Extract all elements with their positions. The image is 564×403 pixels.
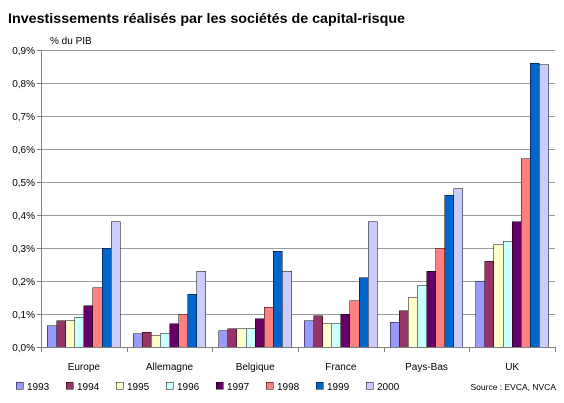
bar-1996-uk bbox=[502, 241, 513, 348]
bar-1999-europe bbox=[101, 247, 112, 348]
bar-1997-allemagne bbox=[169, 323, 179, 348]
bar-1993-allemagne bbox=[132, 333, 143, 348]
bar-1993-uk bbox=[475, 280, 486, 348]
y-tick-label: 0,6% bbox=[12, 145, 35, 156]
source-note: Source : EVCA, NVCA bbox=[470, 382, 556, 392]
bar-1993-belgique bbox=[218, 330, 229, 348]
x-tick-label: Pays-Bas bbox=[405, 362, 448, 373]
legend-label: 1999 bbox=[327, 382, 350, 393]
legend-label: 1996 bbox=[177, 382, 200, 393]
bar-1993-europe bbox=[47, 325, 57, 348]
category-labels: Europe Allemagne Belgique France Pays-Bas UK bbox=[68, 362, 520, 373]
bar-1993-france bbox=[304, 320, 314, 348]
bar-1997-france bbox=[340, 313, 351, 348]
chart-title: Investissements réalisés par les société… bbox=[8, 10, 405, 26]
bar-1999-belgique bbox=[273, 251, 283, 348]
bar-1996-pays-bas bbox=[417, 285, 427, 348]
legend: 1993 1994 1995 1996 1997 1998 1999 2000 bbox=[15, 381, 400, 393]
bar-1999-allemagne bbox=[187, 293, 198, 348]
bar-1995-uk bbox=[493, 244, 504, 348]
y-tick-label: 0,4% bbox=[12, 211, 35, 222]
x-tick-label: France bbox=[325, 362, 357, 373]
x-tick-label: Allemagne bbox=[146, 362, 194, 373]
bar-1994-allemagne bbox=[141, 331, 152, 348]
bar-1994-belgique bbox=[227, 328, 238, 348]
bar-1996-france bbox=[331, 323, 342, 348]
y-tick-label: 0,5% bbox=[12, 178, 35, 189]
legend-label: 1993 bbox=[27, 382, 50, 393]
bar-1994-europe bbox=[56, 320, 66, 348]
y-tick-labels: 0,0% 0,1% 0,2% 0,3% 0,4% 0,5% 0,6% 0,7% 0,8% 0,9% bbox=[12, 46, 35, 354]
bar-1997-pays-bas bbox=[426, 270, 436, 348]
legend-swatch-2000 bbox=[365, 381, 374, 390]
bar-1999-pays-bas bbox=[444, 194, 455, 348]
axes bbox=[37, 50, 556, 352]
bar-2000-uk bbox=[539, 64, 549, 348]
bar-1998-belgique bbox=[264, 307, 274, 348]
bar-1998-europe bbox=[92, 287, 103, 348]
x-tick-label: UK bbox=[505, 362, 519, 373]
bar-1996-belgique bbox=[245, 328, 256, 348]
bar-1994-pays-bas bbox=[398, 310, 409, 348]
y-tick-label: 0,8% bbox=[12, 79, 35, 90]
y-tick-label: 0,1% bbox=[12, 310, 35, 321]
bar-1996-allemagne bbox=[160, 333, 170, 348]
bar-1995-belgique bbox=[236, 328, 247, 348]
bar-1998-france bbox=[349, 300, 360, 348]
bar-1995-pays-bas bbox=[408, 297, 418, 348]
bar-1997-uk bbox=[511, 221, 522, 348]
y-tick-label: 0,0% bbox=[12, 343, 35, 354]
bar-1999-uk bbox=[530, 62, 540, 348]
bar-2000-europe bbox=[110, 221, 121, 348]
bar-1995-europe bbox=[65, 320, 75, 348]
bars bbox=[47, 62, 549, 348]
bar-2000-pays-bas bbox=[453, 188, 464, 348]
legend-label: 1994 bbox=[77, 382, 100, 393]
legend-label: 2000 bbox=[377, 382, 400, 393]
bar-2000-belgique bbox=[282, 270, 292, 348]
legend-swatch-1998 bbox=[265, 381, 274, 390]
legend-label: 1995 bbox=[127, 382, 150, 393]
bar-2000-allemagne bbox=[196, 270, 207, 348]
bar-1997-belgique bbox=[254, 318, 265, 348]
bar-2000-france bbox=[367, 221, 378, 348]
legend-swatch-1997 bbox=[215, 381, 224, 390]
bar-1997-europe bbox=[83, 305, 94, 348]
bar-1995-france bbox=[322, 323, 332, 348]
x-tick-label: Belgique bbox=[236, 362, 275, 373]
legend-swatch-1996 bbox=[165, 381, 174, 390]
bar-1993-pays-bas bbox=[389, 322, 400, 348]
bar-1999-france bbox=[358, 277, 369, 348]
y-tick-label: 0,7% bbox=[12, 112, 35, 123]
bar-1996-europe bbox=[74, 317, 85, 348]
y-tick-label: 0,3% bbox=[12, 244, 35, 255]
bar-1994-uk bbox=[484, 260, 495, 348]
gridlines bbox=[41, 50, 555, 315]
bar-1998-allemagne bbox=[178, 313, 188, 348]
y-tick-label: 0,9% bbox=[12, 46, 35, 57]
legend-label: 1998 bbox=[277, 382, 300, 393]
legend-swatch-1993 bbox=[15, 381, 24, 390]
bar-1994-france bbox=[313, 315, 323, 348]
legend-swatch-1994 bbox=[65, 381, 74, 390]
x-tick-label: Europe bbox=[68, 362, 101, 373]
y-tick-label: 0,2% bbox=[12, 277, 35, 288]
bar-1995-allemagne bbox=[151, 335, 161, 348]
legend-swatch-1995 bbox=[115, 381, 124, 390]
bar-1998-uk bbox=[521, 158, 531, 348]
y-axis-label: % du PIB bbox=[50, 36, 92, 47]
bar-1998-pays-bas bbox=[435, 247, 445, 348]
legend-label: 1997 bbox=[227, 382, 250, 393]
legend-swatch-1999 bbox=[315, 381, 324, 390]
